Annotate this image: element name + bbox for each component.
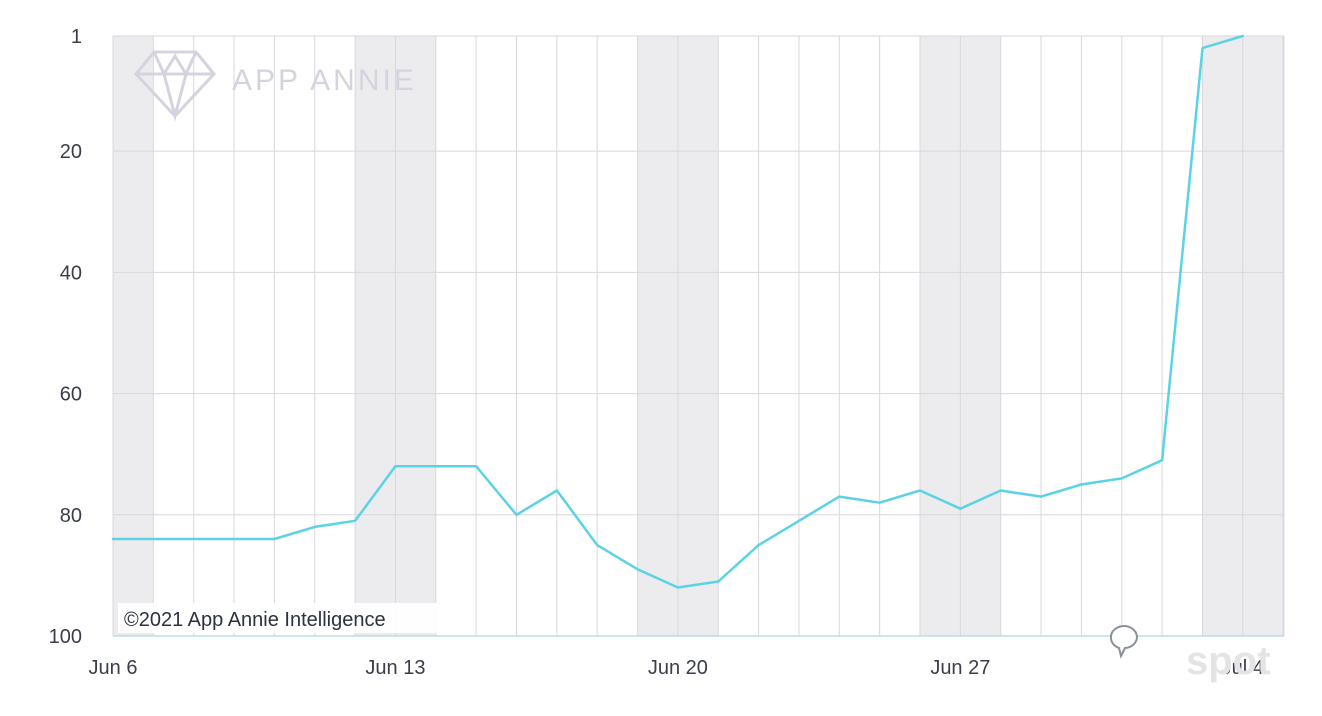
y-tick-label: 80	[60, 505, 82, 527]
y-tick-label: 100	[49, 626, 82, 648]
copyright-text: ©2021 App Annie Intelligence	[124, 609, 386, 631]
spot-watermark: spot	[1186, 639, 1270, 683]
diamond-logo-icon	[134, 50, 216, 122]
y-tick-labels: 1 20 40 60 80 100	[49, 26, 82, 648]
y-tick-label: 40	[60, 262, 82, 284]
x-tick-label: Jun 20	[648, 657, 708, 679]
series-line-path	[111, 34, 1245, 589]
series-line	[111, 34, 1245, 589]
app-annie-watermark: APP ANNIE	[134, 50, 417, 122]
vertical-gridlines	[112, 36, 1285, 636]
x-tick-label: Jun 13	[365, 657, 425, 679]
y-tick-label: 1	[71, 26, 82, 48]
x-tick-label: Jul 4	[1222, 657, 1264, 679]
copyright-background	[118, 603, 438, 633]
watermark-brand: APP ANNIE	[232, 64, 417, 97]
y-tick-label: 60	[60, 384, 82, 406]
x-tick-labels: Jun 6 Jun 13 Jun 20 Jun 27 Jul 4	[89, 657, 1264, 679]
speech-bubble-icon	[1109, 625, 1138, 659]
weekend-bands	[113, 36, 1284, 636]
weekend-band	[113, 36, 154, 636]
y-tick-label: 20	[60, 141, 82, 163]
x-tick-label: Jun 6	[89, 657, 138, 679]
copyright-badge: ©2021 App Annie Intelligence	[118, 603, 438, 633]
x-tick-label: Jun 27	[930, 657, 990, 679]
